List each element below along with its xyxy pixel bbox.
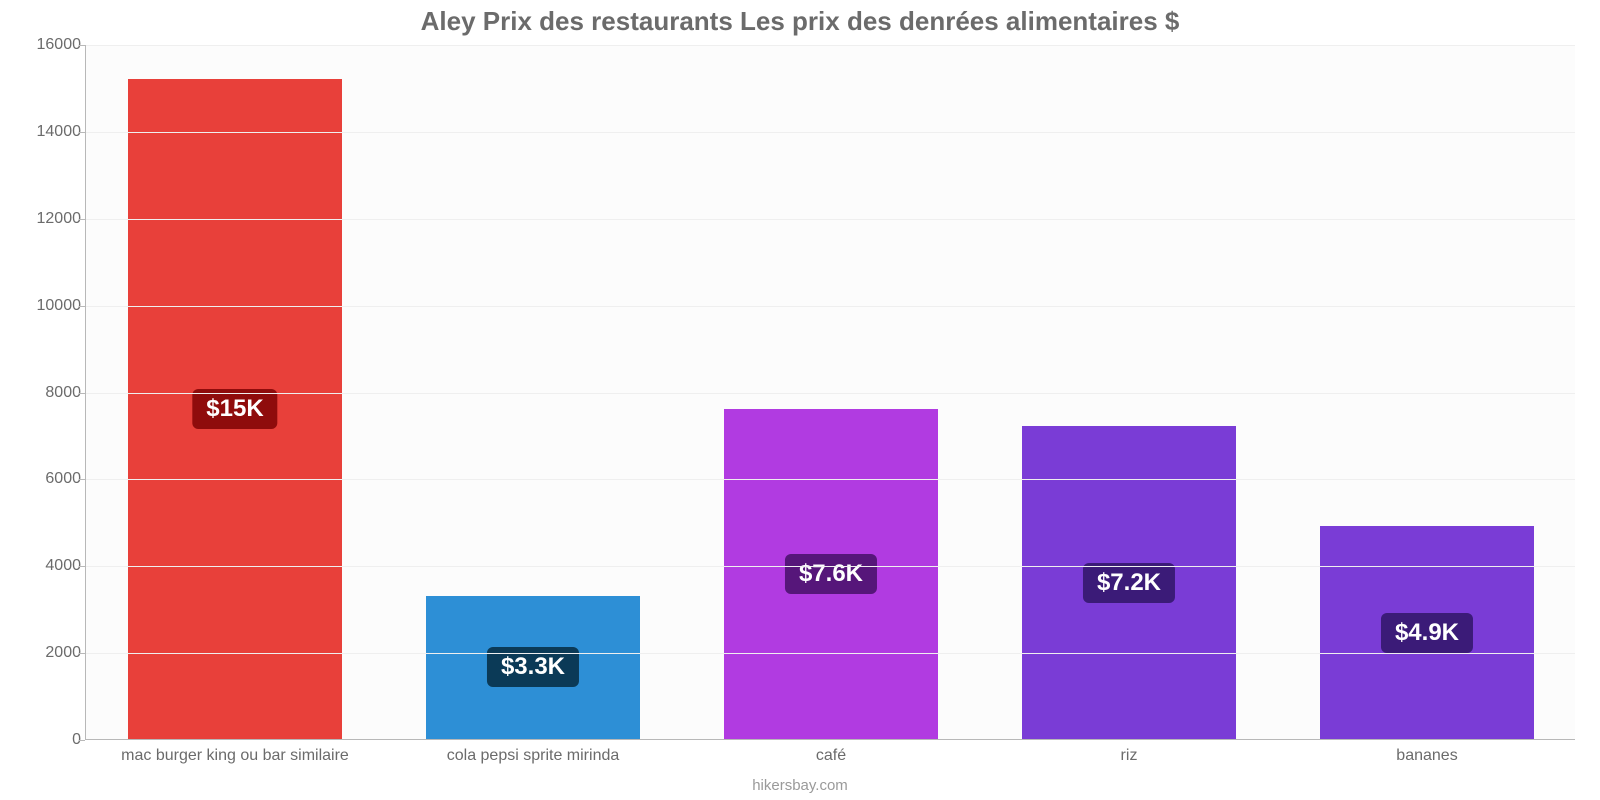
y-tick-label: 4000 [6, 557, 81, 575]
value-badge: $7.6K [785, 554, 877, 594]
bar: $7.6K [724, 409, 939, 739]
y-tick-label: 10000 [6, 297, 81, 315]
x-tick-label: café [816, 747, 846, 765]
y-tick-mark [79, 653, 85, 654]
y-tick-label: 0 [6, 731, 81, 749]
source-label: hikersbay.com [0, 777, 1600, 794]
price-bar-chart: Aley Prix des restaurants Les prix des d… [0, 0, 1600, 800]
y-tick-label: 16000 [6, 36, 81, 54]
x-tick-label: mac burger king ou bar similaire [121, 747, 349, 765]
gridline [86, 219, 1575, 220]
x-tick-label: bananes [1396, 747, 1457, 765]
value-badge: $4.9K [1381, 613, 1473, 653]
bar: $4.9K [1320, 526, 1535, 739]
gridline [86, 393, 1575, 394]
y-tick-label: 8000 [6, 384, 81, 402]
gridline [86, 45, 1575, 46]
gridline [86, 653, 1575, 654]
y-tick-label: 6000 [6, 470, 81, 488]
bar: $15K [128, 79, 343, 739]
y-tick-mark [79, 45, 85, 46]
y-tick-label: 2000 [6, 644, 81, 662]
y-tick-label: 12000 [6, 210, 81, 228]
y-tick-mark [79, 566, 85, 567]
y-tick-mark [79, 479, 85, 480]
gridline [86, 306, 1575, 307]
y-tick-mark [79, 306, 85, 307]
x-tick-label: riz [1121, 747, 1138, 765]
y-tick-mark [79, 219, 85, 220]
bar: $3.3K [426, 596, 641, 739]
value-badge: $15K [192, 389, 277, 429]
y-tick-mark [79, 740, 85, 741]
y-tick-mark [79, 132, 85, 133]
value-badge: $7.2K [1083, 563, 1175, 603]
y-tick-mark [79, 393, 85, 394]
gridline [86, 566, 1575, 567]
gridline [86, 132, 1575, 133]
y-tick-label: 14000 [6, 123, 81, 141]
chart-title: Aley Prix des restaurants Les prix des d… [0, 6, 1600, 37]
x-tick-label: cola pepsi sprite mirinda [447, 747, 620, 765]
plot-area: $15K$3.3K$7.6K$7.2K$4.9K mac burger king… [85, 45, 1575, 740]
bar: $7.2K [1022, 426, 1237, 739]
gridline [86, 479, 1575, 480]
